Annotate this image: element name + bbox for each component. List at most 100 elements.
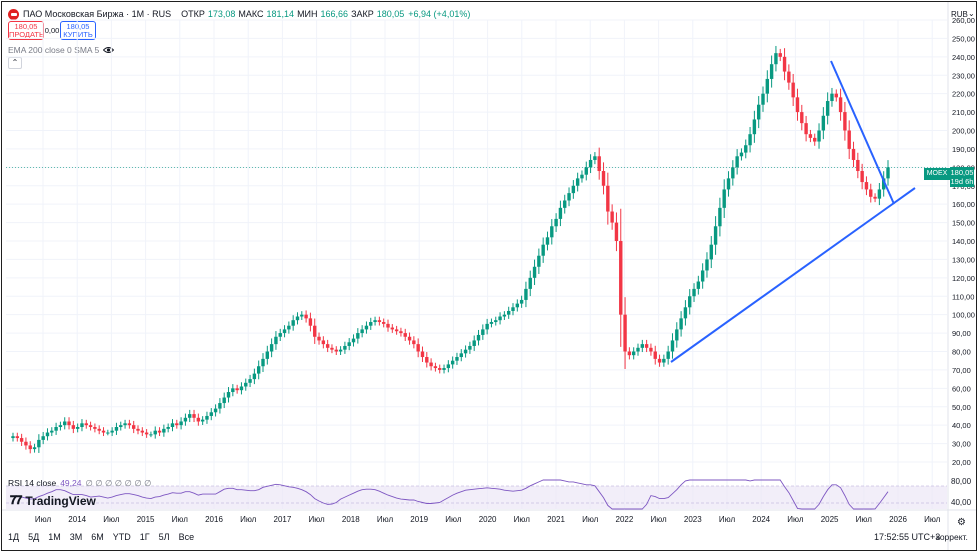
tradingview-watermark[interactable]: 𝟕𝟕 TradingView xyxy=(10,493,96,508)
candle-body xyxy=(149,434,153,436)
eye-icon[interactable] xyxy=(103,46,115,54)
candle-body xyxy=(282,329,287,334)
indicator-legend[interactable]: EMA 200 close 0 SMA 5 xyxy=(8,45,115,55)
candle-body xyxy=(864,182,869,190)
candle-body xyxy=(601,171,606,186)
currency-label[interactable]: RUB xyxy=(951,10,968,19)
candle-body xyxy=(856,159,860,172)
candle-body xyxy=(843,112,847,131)
ohlc-value: 181,14 xyxy=(266,9,295,19)
y-tick-label: 110,00 xyxy=(952,292,974,301)
candle-body xyxy=(700,270,705,282)
candle-body xyxy=(269,344,274,352)
candle-body xyxy=(869,189,873,197)
y-tick-label: 80,00 xyxy=(952,348,971,357)
candle-body xyxy=(571,185,576,194)
candle-body xyxy=(265,351,270,359)
y-tick-label: 210,00 xyxy=(952,108,975,117)
y-tick-label: 100,00 xyxy=(952,311,975,320)
x-tick-label: Июл xyxy=(377,515,394,524)
x-tick-label: Июл xyxy=(172,515,189,524)
tradingview-logo-icon: 𝟕𝟕 xyxy=(10,493,22,507)
rsi-level-high: 80,00 xyxy=(951,477,972,486)
candle-body xyxy=(433,366,438,369)
candle-body xyxy=(584,167,588,175)
candle-body xyxy=(32,447,37,450)
x-tick-label: Июл xyxy=(308,515,325,524)
x-tick-label: Июл xyxy=(924,515,941,524)
rsi-legend[interactable]: RSI 14 close 49,24 ∅ ∅ ∅ ∅ ∅ ∅ ∅ xyxy=(8,478,151,489)
resistance-trendline[interactable] xyxy=(830,60,895,205)
candle-body xyxy=(343,345,347,350)
timeframe-bar: 1Д 5Д 1М 3М 6М YTD 1Г 5Л Все xyxy=(8,532,194,542)
timeframe-button[interactable]: 5Л xyxy=(158,532,170,542)
candle-body xyxy=(153,430,157,435)
candle-body xyxy=(334,349,338,352)
candle-body xyxy=(58,425,63,428)
x-tick-label: Июл xyxy=(856,515,873,524)
candle-body xyxy=(19,438,24,442)
timeframe-button[interactable]: YTD xyxy=(112,532,131,542)
ohlc-label: ОТКР xyxy=(181,9,205,19)
candle-body xyxy=(765,78,770,94)
sell-button[interactable]: 180,05 ПРОДАТЬ xyxy=(8,21,44,40)
candle-body xyxy=(636,347,640,352)
price-change: +6,94 (+4,01%) xyxy=(408,9,471,19)
candle-body xyxy=(683,307,688,319)
support-trendline[interactable] xyxy=(670,187,916,363)
x-tick-label: 2016 xyxy=(205,515,223,524)
symbol-title[interactable]: ПАО Московская Биржа · 1М · RUS xyxy=(23,9,172,19)
collapse-legend-button[interactable]: ⌃ xyxy=(8,57,22,69)
candle-body xyxy=(640,344,645,348)
timeframe-button[interactable]: 1Г xyxy=(139,532,150,542)
y-tick-label: 220,00 xyxy=(952,90,975,99)
candle-body xyxy=(528,277,532,289)
ohlc-value: 180,05 xyxy=(376,9,405,19)
candle-body xyxy=(377,320,382,323)
candle-body xyxy=(192,414,196,418)
x-tick-label: 2025 xyxy=(821,515,839,524)
gear-icon[interactable]: ⚙ xyxy=(957,517,966,528)
y-tick-label: 190,00 xyxy=(952,145,975,154)
ohlc-values: ОТКР 173,08 МАКС 181,14 МИН 166,66 ЗАКР 180,05 xyxy=(181,9,404,19)
candle-body xyxy=(834,93,838,98)
x-tick-label: 2015 xyxy=(137,515,155,524)
buy-button[interactable]: 180,05 КУПИТЬ xyxy=(60,21,96,40)
y-tick-label: 140,00 xyxy=(952,237,975,246)
chevron-down-icon[interactable]: ⌄ xyxy=(968,9,975,18)
candle-body xyxy=(442,368,446,370)
x-tick-label: Июл xyxy=(719,515,736,524)
last-price-value: 180,05 xyxy=(950,168,974,177)
y-tick-label: 250,00 xyxy=(952,34,975,43)
timeframe-button[interactable]: 3М xyxy=(69,532,83,542)
timeframe-button[interactable]: 5Д xyxy=(28,532,40,542)
candle-body xyxy=(80,423,84,428)
candle-body xyxy=(41,436,45,440)
y-tick-label: 260,00 xyxy=(952,16,975,25)
candle-body xyxy=(610,211,614,223)
timeframe-button[interactable]: 6М xyxy=(91,532,104,542)
candle-body xyxy=(119,425,123,428)
timeframe-button[interactable]: 1Д xyxy=(8,532,20,542)
timeframe-button[interactable]: 1М xyxy=(48,532,61,542)
rsi-value: 49,24 xyxy=(60,478,82,488)
ohlc-label: МИН xyxy=(297,9,318,19)
adjust-button[interactable]: коррект. xyxy=(936,532,968,542)
candle-body xyxy=(718,207,722,227)
candle-body xyxy=(291,320,295,326)
y-tick-label: 50,00 xyxy=(952,403,971,412)
clock[interactable]: 17:52:55 UTC+3 xyxy=(874,532,941,542)
candle-body xyxy=(205,415,209,420)
candle-body xyxy=(381,322,386,324)
buy-label: КУПИТЬ xyxy=(63,30,93,39)
candle-body xyxy=(619,241,623,315)
x-tick-label: Июл xyxy=(650,515,667,524)
candle-body xyxy=(567,193,571,201)
x-tick-label: 2018 xyxy=(342,515,360,524)
candle-body xyxy=(239,386,244,391)
y-tick-label: 240,00 xyxy=(952,53,975,62)
candle-body xyxy=(752,119,757,135)
timeframe-button[interactable]: Все xyxy=(178,532,195,542)
candle-body xyxy=(791,82,795,98)
